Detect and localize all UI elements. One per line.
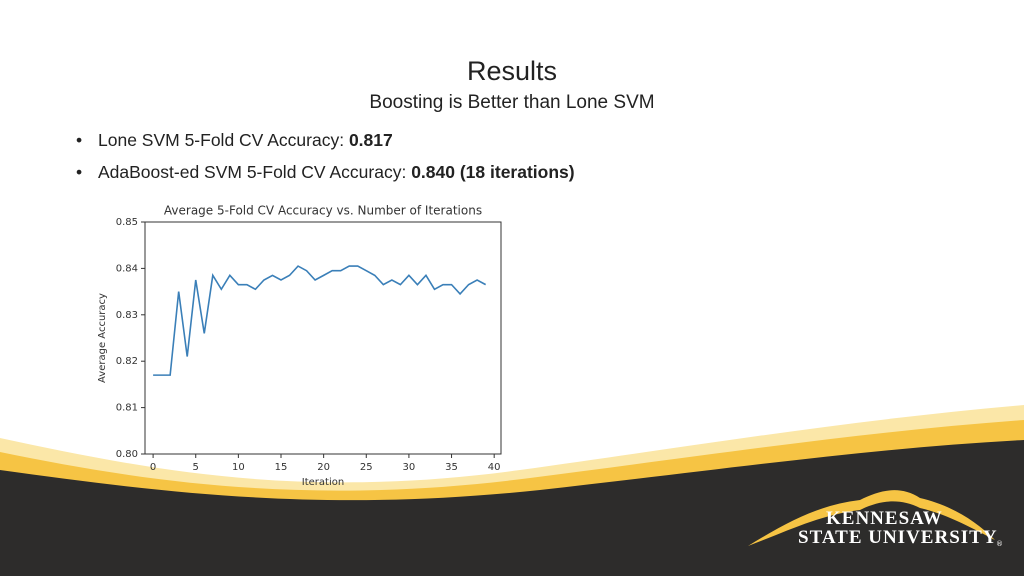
y-tick-label: 0.85 (116, 217, 138, 228)
logo-line1: KENNESAW (826, 508, 943, 529)
y-tick-label: 0.84 (116, 263, 138, 274)
y-tick-label: 0.80 (116, 449, 138, 460)
x-tick-label: 25 (360, 462, 373, 473)
slide-title: Results (466, 56, 558, 86)
y-tick-label: 0.82 (116, 356, 138, 367)
chart-title: Average 5-Fold CV Accuracy vs. Number of… (164, 204, 482, 218)
slide-subtitle: Boosting is Better than Lone SVM (369, 92, 655, 113)
x-tick-label: 15 (275, 462, 288, 473)
logo-line2: STATE UNIVERSITY (798, 527, 998, 548)
x-tick-label: 5 (193, 462, 199, 473)
bullet-value: 0.817 (348, 130, 393, 150)
data-line (153, 265, 487, 376)
logo-mark: ® (996, 540, 1003, 548)
bullet: AdaBoost-ed SVM 5-Fold CV Accuracy: 0.84… (76, 158, 575, 190)
bullet: Lone SVM 5-Fold CV Accuracy: 0.817 (76, 126, 575, 158)
x-tick-label: 30 (403, 462, 416, 473)
x-tick-label: 40 (488, 462, 501, 473)
bullet-label: AdaBoost-ed SVM 5-Fold CV Accuracy: (98, 162, 412, 182)
x-tick-label: 10 (232, 462, 245, 473)
bullet-value: 0.840 (18 iterations) (411, 162, 575, 182)
bullet-list: Lone SVM 5-Fold CV Accuracy: 0.817 AdaBo… (76, 126, 575, 190)
x-tick-label: 0 (150, 462, 156, 473)
y-tick-label: 0.83 (116, 310, 138, 321)
y-tick-label: 0.81 (116, 403, 138, 414)
plot-frame (144, 221, 502, 455)
dark-band (0, 440, 1024, 576)
y-axis-label: Average Accuracy (97, 293, 108, 383)
x-axis-label: Iteration (302, 477, 344, 488)
x-tick-label: 20 (317, 462, 330, 473)
x-tick-label: 35 (445, 462, 458, 473)
logo-mountain (748, 490, 995, 546)
bullet-label: Lone SVM 5-Fold CV Accuracy: (98, 130, 349, 150)
